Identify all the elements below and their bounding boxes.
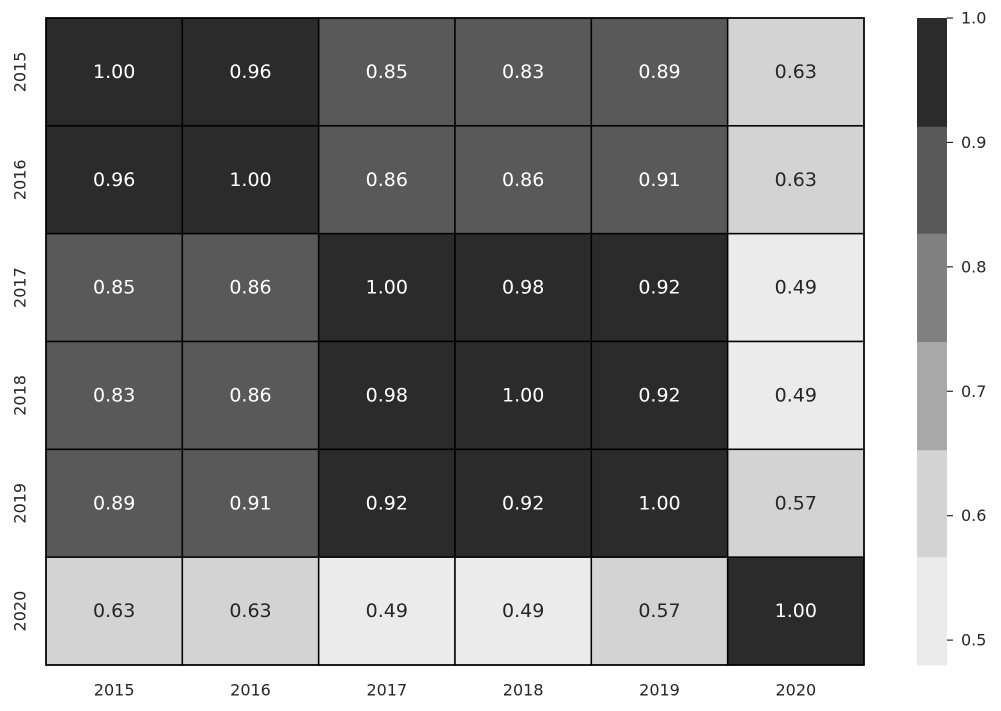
heatmap-cell-2019-2017 (317, 448, 456, 558)
cell-value-label: 0.83 (93, 384, 135, 406)
y-tick-label: 2017 (11, 267, 30, 308)
colorbar-tick-label: 0.5 (961, 631, 986, 650)
heatmap-cell-2017-2015 (45, 232, 184, 343)
y-tick-label: 2016 (11, 159, 30, 200)
cell-value-label: 1.00 (366, 277, 408, 299)
heatmap-cell-2017-2020 (726, 232, 865, 343)
colorbar-tick-label: 1.0 (961, 9, 986, 28)
x-axis-ticks: 2015 2016 2017 2018 2019 2020 (94, 681, 816, 700)
colorbar-segment (917, 556, 947, 666)
y-tick-label: 2019 (11, 483, 30, 524)
x-tick-label: 2018 (503, 681, 544, 700)
cell-value-label: 0.98 (502, 277, 544, 299)
cell-value-label: 0.91 (638, 169, 680, 191)
cell-value-label: 0.96 (93, 169, 135, 191)
colorbar-tick-label: 0.8 (961, 257, 986, 276)
cell-value-label: 1.00 (93, 61, 135, 83)
cell-value-label: 0.96 (229, 61, 271, 83)
cell-value-label: 0.86 (229, 277, 271, 299)
cell-value-label: 0.92 (638, 277, 680, 299)
cell-value-label: 1.00 (502, 384, 544, 406)
y-tick-label: 2018 (11, 375, 30, 416)
heatmap-cell-labels: 1.00 0.96 0.85 0.83 0.89 0.63 0.96 1.00 0.86 0.86… (93, 61, 817, 622)
x-tick-label: 2019 (639, 681, 680, 700)
cell-value-label: 1.00 (229, 169, 271, 191)
y-tick-label: 2015 (11, 52, 30, 93)
cell-value-label: 0.57 (638, 600, 680, 622)
y-tick-label: 2020 (11, 591, 30, 632)
heatmap-cell-2015-2018 (454, 17, 593, 127)
heatmap-cell-2018-2015 (45, 340, 184, 451)
heatmap-cell-2019-2019 (590, 448, 729, 558)
heatmap-cell-2018-2016 (181, 340, 320, 451)
colorbar-segment (917, 233, 947, 342)
cell-value-label: 0.85 (366, 61, 408, 83)
cell-value-label: 0.92 (502, 492, 544, 514)
cell-value-label: 0.63 (775, 169, 817, 191)
cell-value-label: 0.49 (502, 600, 544, 622)
heatmap-cell-2016-2020 (726, 125, 865, 235)
colorbar-segment (917, 126, 947, 234)
heatmap-cell-2017-2019 (590, 232, 729, 343)
heatmap-cell-2019-2018 (454, 448, 593, 558)
heatmap-cell-2015-2020 (726, 17, 865, 127)
colorbar-tick-label: 0.6 (961, 506, 986, 525)
heatmap-cell-2020-2019 (590, 556, 729, 666)
x-tick-label: 2020 (775, 681, 816, 700)
cell-value-label: 0.86 (366, 169, 408, 191)
colorbar-segment (917, 18, 947, 127)
colorbar-segment (917, 341, 947, 451)
colorbar (917, 18, 947, 666)
heatmap-cells (45, 17, 865, 666)
x-tick-label: 2017 (366, 681, 407, 700)
cell-value-label: 0.89 (638, 61, 680, 83)
x-tick-label: 2016 (230, 681, 271, 700)
cell-value-label: 0.49 (775, 384, 817, 406)
cell-value-label: 0.49 (775, 277, 817, 299)
heatmap-cell-2016-2018 (454, 125, 593, 235)
heatmap-cell-2017-2016 (181, 232, 320, 343)
heatmap-cell-2018-2017 (317, 340, 456, 451)
heatmap-cell-2015-2015 (45, 17, 184, 127)
y-axis-ticks: 2015 2016 2017 2018 2019 2020 (11, 52, 30, 632)
colorbar-tick-label: 0.9 (961, 133, 986, 152)
cell-value-label: 0.86 (229, 384, 271, 406)
cell-value-label: 0.89 (93, 492, 135, 514)
cell-value-label: 0.83 (502, 61, 544, 83)
cell-value-label: 0.92 (366, 492, 408, 514)
heatmap-cell-2020-2020 (726, 556, 865, 666)
heatmap-cell-2017-2018 (454, 232, 593, 343)
cell-value-label: 0.63 (229, 600, 271, 622)
heatmap-cell-2019-2015 (45, 448, 184, 558)
heatmap-cell-2020-2015 (45, 556, 184, 666)
cell-value-label: 0.49 (366, 600, 408, 622)
cell-value-label: 0.86 (502, 169, 544, 191)
colorbar-ticks: 0.5 0.6 0.7 0.8 0.9 1.0 (947, 9, 986, 650)
heatmap-cell-2018-2018 (454, 340, 593, 451)
heatmap-cell-2015-2016 (181, 17, 320, 127)
heatmap-cell-2016-2016 (181, 125, 320, 235)
cell-value-label: 0.91 (229, 492, 271, 514)
colorbar-tick-label: 0.7 (961, 382, 986, 401)
cell-value-label: 0.63 (93, 600, 135, 622)
cell-value-label: 0.92 (638, 384, 680, 406)
cell-value-label: 0.85 (93, 277, 135, 299)
heatmap-cell-2018-2019 (590, 340, 729, 451)
cell-value-label: 0.98 (366, 384, 408, 406)
plot-border (45, 17, 865, 666)
cell-value-label: 1.00 (638, 492, 680, 514)
cell-value-label: 0.57 (775, 492, 817, 514)
colorbar-segment (917, 449, 947, 558)
heatmap-cell-2015-2019 (590, 17, 729, 127)
x-tick-label: 2015 (94, 681, 135, 700)
cell-value-label: 0.63 (775, 61, 817, 83)
cell-value-label: 1.00 (775, 600, 817, 622)
